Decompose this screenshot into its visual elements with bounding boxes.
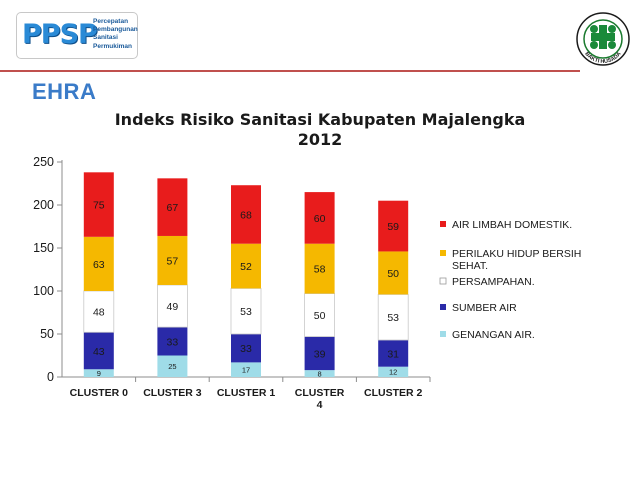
y-tick-label: 150: [33, 241, 54, 255]
chart-title: Indeks Risiko Sanitasi Kabupaten Majalen…: [60, 110, 580, 150]
bar-segment: [304, 243, 335, 294]
bar-segment: [304, 336, 335, 371]
bar-segment: [378, 366, 409, 377]
legend-label: AIR LIMBAH DOMESTIK.: [452, 219, 572, 231]
bar-segment: [231, 362, 261, 377]
legend-swatch: [440, 331, 446, 337]
x-tick-label: CLUSTER 0: [70, 387, 129, 399]
legend-swatch: [440, 304, 446, 310]
legend-label: PERILAKU HIDUP BERSIH: [452, 248, 581, 260]
bar-segment: [377, 294, 409, 341]
bar-segment: [231, 185, 261, 244]
bar-segment: [304, 293, 336, 337]
data-label: 50: [387, 268, 399, 280]
ppsp-logo-text: PPSP: [22, 19, 98, 50]
x-tick-label: CLUSTER: [295, 387, 345, 399]
bar-segment: [231, 243, 261, 289]
data-label: 25: [168, 362, 176, 371]
legend-swatch: [440, 221, 446, 227]
bakti-husada-emblem-icon: BAKTI HUSADA: [576, 12, 630, 66]
bar-segment: [83, 172, 114, 237]
y-tick-label: 250: [33, 155, 54, 169]
data-label: 33: [240, 343, 252, 355]
logo-sub-line: Pembangunan: [93, 26, 138, 34]
data-label: 58: [314, 264, 326, 276]
logo-sub-line: Sanitasi: [93, 34, 118, 42]
ppsp-logo-subtitle: Percepatan Pembangunan Sanitasi Permukim…: [93, 18, 138, 51]
data-label: 43: [93, 346, 105, 358]
data-label: 53: [387, 312, 399, 324]
y-tick-label: 0: [47, 370, 54, 384]
bar-segment: [378, 251, 409, 295]
data-label: 8: [318, 369, 322, 378]
logo-sub-line: Percepatan: [93, 18, 129, 25]
bar-segment: [378, 340, 409, 367]
legend-label: SEHAT.: [452, 260, 488, 272]
data-label: 68: [240, 209, 252, 221]
bar-segment: [157, 178, 188, 236]
bar-segment: [304, 192, 335, 244]
data-label: 52: [240, 261, 252, 273]
x-tick-label: CLUSTER 1: [217, 387, 276, 399]
legend-label: GENANGAN AIR.: [452, 329, 535, 341]
y-tick-label: 200: [33, 198, 54, 212]
bar-segment: [83, 236, 114, 291]
data-label: 60: [314, 213, 326, 225]
data-label: 63: [93, 259, 105, 271]
data-label: 31: [387, 348, 399, 360]
section-label: EHRA: [32, 79, 97, 104]
data-label: 48: [93, 307, 105, 319]
bar-segment: [230, 288, 262, 335]
data-label: 39: [314, 348, 326, 360]
data-label: 75: [93, 200, 105, 212]
y-tick-label: 50: [40, 327, 54, 341]
bar-segment: [83, 290, 115, 333]
x-tick-label: 4: [317, 399, 323, 411]
data-label: 49: [167, 301, 179, 313]
bar-segment: [157, 355, 188, 377]
chart-title-line: Indeks Risiko Sanitasi Kabupaten Majalen…: [114, 110, 526, 129]
logo-sub-line: Permukiman: [93, 42, 133, 50]
header-divider: [0, 70, 580, 72]
data-label: 57: [167, 255, 179, 267]
bar-segment: [231, 334, 261, 363]
y-tick-label: 100: [33, 284, 54, 298]
bar-segment: [378, 200, 409, 252]
x-tick-label: CLUSTER 2: [364, 387, 423, 399]
legend-label: PERSAMPAHAN.: [452, 276, 535, 288]
data-label: 12: [389, 368, 397, 377]
legend-swatch: [439, 277, 447, 285]
ppsp-logo: PPSP Percepatan Pembangunan Sanitasi Per…: [16, 12, 138, 59]
data-label: 9: [97, 369, 101, 378]
bar-segment: [157, 235, 188, 285]
x-tick-label: CLUSTER 3: [143, 387, 202, 399]
bar-segment: [83, 332, 114, 370]
bar-segment: [156, 284, 188, 328]
bar-segment: [83, 369, 114, 377]
legend-swatch: [440, 250, 446, 256]
bar-segment: [157, 327, 188, 356]
data-label: 59: [387, 221, 399, 233]
data-label: 33: [167, 336, 179, 348]
data-label: 17: [242, 366, 250, 375]
chart-title-line: 2012: [297, 130, 343, 149]
data-label: 53: [240, 306, 252, 318]
data-label: 50: [314, 310, 326, 322]
data-label: 67: [167, 202, 179, 214]
legend-label: SUMBER AIR: [452, 302, 517, 314]
bar-segment: [304, 370, 335, 377]
